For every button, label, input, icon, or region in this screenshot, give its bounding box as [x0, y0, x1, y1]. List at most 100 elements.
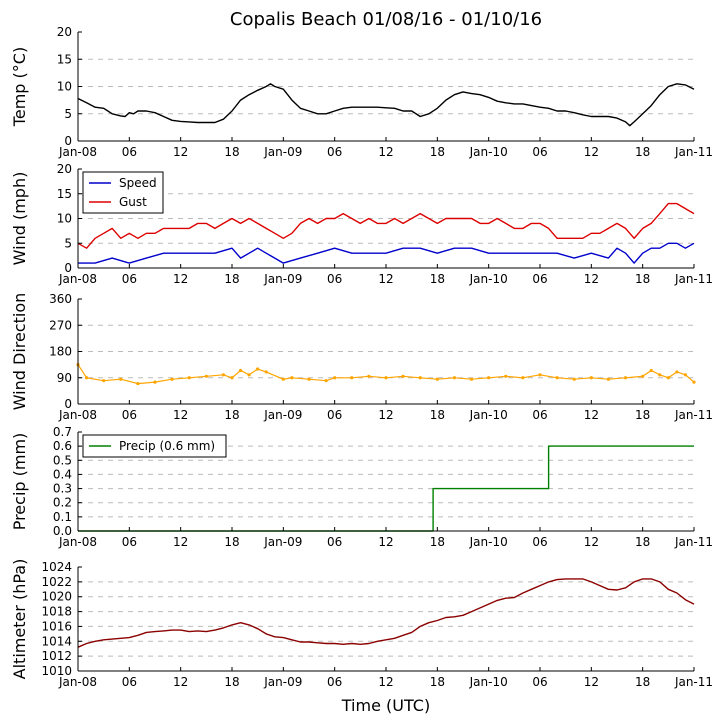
x-tick-label: Jan-08	[58, 145, 97, 159]
x-tick-label: Jan-08	[58, 675, 97, 689]
data-point	[692, 380, 696, 384]
data-point	[153, 380, 157, 384]
y-axis-label: Wind (mph)	[10, 172, 29, 266]
data-point	[555, 376, 559, 380]
y-tick-label: 0.5	[53, 453, 72, 467]
x-tick-label: Jan-09	[263, 675, 302, 689]
x-tick-label: 06	[532, 408, 547, 422]
x-tick-label: 12	[378, 535, 393, 549]
y-tick-label: 0.1	[53, 510, 72, 524]
x-tick-label: Jan-11	[674, 272, 713, 286]
x-tick-label: Jan-11	[674, 408, 713, 422]
y-tick-label: 0.7	[53, 425, 72, 439]
data-point	[469, 377, 474, 381]
y-tick-label: 1020	[41, 590, 72, 604]
x-tick-label: 18	[635, 272, 650, 286]
series-line	[77, 202, 695, 249]
series-altimeter	[77, 578, 695, 648]
data-point	[324, 379, 328, 383]
x-tick-label: 12	[173, 408, 188, 422]
x-tick-label: Jan-10	[469, 408, 508, 422]
panel-wind: 0 5 10 15 20 Jan-08 06 12 18 Jan-09 06 12 18 Jan-10 06…	[10, 162, 713, 286]
data-point	[683, 373, 688, 377]
x-tick-label: 06	[532, 535, 547, 549]
legend-label: Gust	[119, 195, 147, 209]
x-tick-label: 06	[327, 272, 342, 286]
x-tick-label: 18	[224, 408, 239, 422]
data-point	[452, 376, 457, 380]
y-tick-label: 0.2	[53, 496, 72, 510]
data-point	[504, 374, 508, 378]
panel-direction: 0 90 180 270 360 Jan-08 06 12 18 Jan-09 06 12 18 Jan-…	[10, 292, 713, 422]
x-tick-label: 12	[173, 145, 188, 159]
data-point	[119, 377, 123, 381]
y-tick-label: 1016	[41, 619, 72, 633]
y-tick-label: 1024	[41, 560, 72, 574]
panel-temp: 0 5 10 15 20 Jan-08 06 12 18 Jan-09 06 12 18 Jan-10 06…	[10, 25, 713, 159]
data-point	[84, 376, 89, 380]
y-tick-label: 0.3	[53, 482, 72, 496]
y-tick-label: 15	[57, 187, 72, 201]
series-line	[77, 578, 695, 648]
panel-precip: 0.00.10.20.30.40.50.60.7 Jan-08 06 12 18 Jan-…	[10, 425, 713, 549]
data-point	[204, 374, 208, 378]
x-tick-label: 06	[122, 145, 137, 159]
data-point	[102, 379, 106, 383]
x-tick-label: 06	[122, 535, 137, 549]
x-tick-label: 12	[378, 408, 393, 422]
x-tick-label: Jan-08	[58, 535, 97, 549]
x-tick-label: 18	[224, 675, 239, 689]
y-tick-label: 10	[57, 212, 72, 226]
legend-label: Speed	[119, 176, 157, 190]
x-tick-label: 06	[122, 272, 137, 286]
x-tick-label: 18	[635, 535, 650, 549]
x-tick-label: 12	[173, 535, 188, 549]
x-tick-label: 12	[584, 535, 599, 549]
y-tick-label: 0.6	[53, 439, 72, 453]
x-tick-label: 18	[224, 145, 239, 159]
y-tick-label: 90	[57, 371, 72, 385]
x-tick-label: Jan-11	[674, 675, 713, 689]
data-point	[641, 374, 645, 378]
data-point	[606, 377, 611, 381]
x-tick-label: 18	[430, 408, 445, 422]
series-line	[77, 364, 695, 385]
data-point	[333, 376, 337, 380]
series-direction	[76, 363, 696, 386]
y-tick-label: 1022	[41, 575, 72, 589]
data-point	[658, 373, 662, 377]
x-tick-label: Jan-09	[263, 272, 302, 286]
x-tick-label: 12	[378, 145, 393, 159]
data-point	[589, 376, 593, 380]
x-tick-label: Jan-09	[263, 535, 302, 549]
legend: Precip (0.6 mm)	[82, 434, 227, 458]
y-axis-label: Precip (mm)	[10, 433, 29, 531]
x-tick-label: 06	[122, 408, 137, 422]
x-tick-label: 18	[224, 272, 239, 286]
y-tick-label: 360	[49, 292, 72, 306]
series-line	[78, 242, 695, 264]
data-point	[187, 376, 191, 380]
chart-title: Copalis Beach 01/08/16 - 01/10/16	[230, 9, 542, 30]
x-tick-label: 12	[378, 272, 393, 286]
y-tick-label: 5	[64, 236, 72, 250]
x-tick-label: 06	[532, 145, 547, 159]
y-tick-label: 1012	[41, 649, 72, 663]
data-point	[538, 373, 542, 377]
data-point	[675, 370, 679, 374]
series-line	[77, 83, 695, 127]
data-point	[170, 377, 174, 381]
data-point	[290, 376, 294, 380]
y-tick-label: 20	[57, 162, 72, 176]
y-axis-label: Wind Direction	[10, 293, 29, 411]
legend-box	[82, 434, 227, 458]
y-tick-label: 10	[57, 80, 72, 94]
x-tick-label: 18	[635, 675, 650, 689]
x-tick-label: 06	[327, 145, 342, 159]
y-tick-label: 0	[64, 134, 72, 148]
x-tick-label: 12	[378, 675, 393, 689]
y-tick-label: 5	[64, 107, 72, 121]
y-tick-label: 0	[64, 261, 72, 275]
series-speed	[78, 242, 695, 264]
data-point	[247, 373, 251, 377]
